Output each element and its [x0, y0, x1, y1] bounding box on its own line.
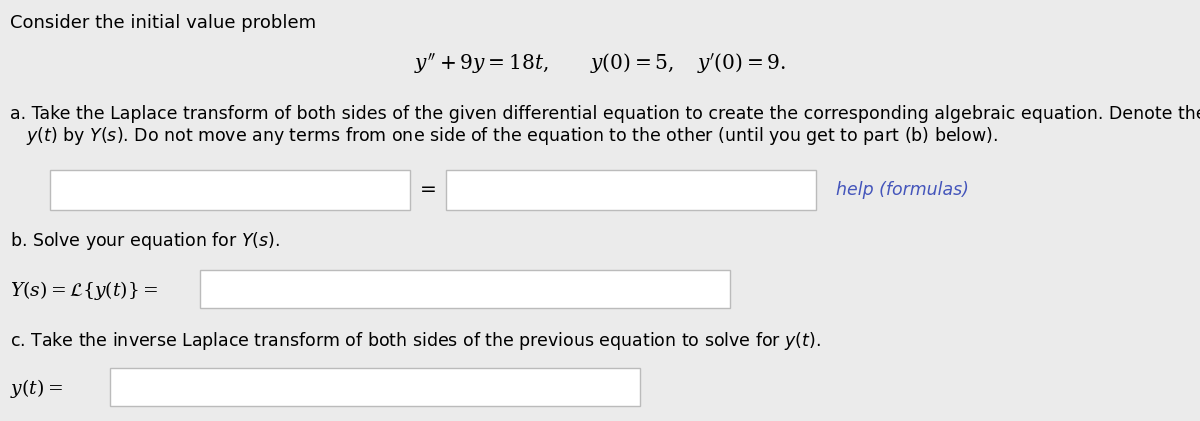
Text: $y(t) =$: $y(t) =$ [10, 376, 62, 400]
FancyBboxPatch shape [110, 368, 640, 406]
Text: Consider the initial value problem: Consider the initial value problem [10, 14, 316, 32]
FancyBboxPatch shape [446, 170, 816, 210]
Text: $y(t)$ by $Y(s)$. Do not move any terms from one side of the equation to the oth: $y(t)$ by $Y(s)$. Do not move any terms … [10, 125, 998, 147]
FancyBboxPatch shape [200, 270, 730, 308]
Text: $y'' + 9y = 18t, \quad\quad y(0) = 5, \quad y'(0) = 9.$: $y'' + 9y = 18t, \quad\quad y(0) = 5, \q… [414, 52, 786, 76]
FancyBboxPatch shape [50, 170, 410, 210]
Text: help (formulas): help (formulas) [836, 181, 968, 199]
Text: $Y(s) = \mathcal{L}\{y(t)\} =$: $Y(s) = \mathcal{L}\{y(t)\} =$ [10, 279, 158, 301]
Text: b. Solve your equation for $Y(s)$.: b. Solve your equation for $Y(s)$. [10, 230, 280, 252]
Text: =: = [420, 181, 437, 200]
Text: a. Take the Laplace transform of both sides of the given differential equation t: a. Take the Laplace transform of both si… [10, 105, 1200, 123]
Text: c. Take the inverse Laplace transform of both sides of the previous equation to : c. Take the inverse Laplace transform of… [10, 330, 821, 352]
